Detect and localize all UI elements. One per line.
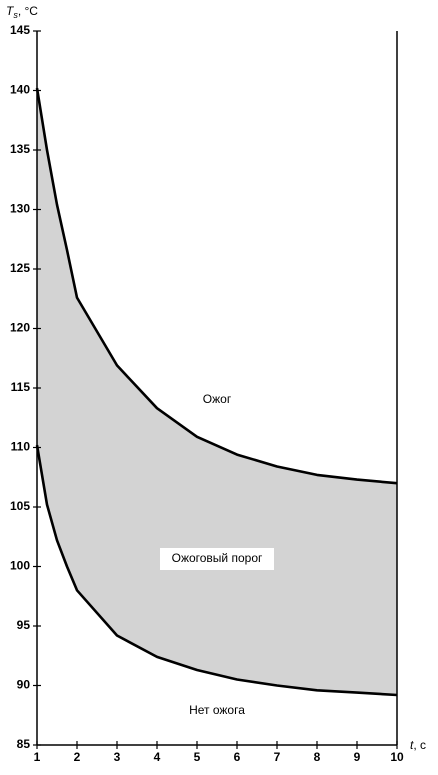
x-tick-label: 3 [114, 750, 121, 764]
x-tick-label: 1 [34, 750, 41, 764]
y-tick-label: 130 [10, 202, 30, 216]
y-tick-label: 95 [17, 618, 31, 632]
x-axis-label: t, c [410, 738, 426, 752]
x-tick-label: 6 [234, 750, 241, 764]
y-tick-label: 145 [10, 23, 30, 37]
annotation: Ожоговый порог [172, 551, 263, 565]
label-background [160, 548, 274, 570]
y-tick-label: 140 [10, 83, 30, 97]
y-tick-label: 85 [17, 737, 31, 751]
x-tick-label: 4 [154, 750, 161, 764]
y-tick-label: 100 [10, 559, 30, 573]
y-tick-label: 115 [11, 380, 31, 394]
x-tick-label: 5 [194, 750, 201, 764]
y-tick-label: 105 [10, 499, 30, 513]
annotation: Нет ожога [189, 703, 245, 717]
curve [35, 444, 398, 697]
y-axis-label: Ts, °C [6, 4, 38, 20]
y-tick-label: 135 [10, 142, 30, 156]
y-tick-label: 110 [11, 440, 31, 454]
annotation: Ожог [203, 392, 232, 406]
x-tick-label: 2 [74, 750, 81, 764]
y-tick-label: 90 [17, 678, 31, 692]
curve [35, 87, 398, 485]
x-tick-label: 9 [354, 750, 361, 764]
y-tick-label: 120 [10, 321, 30, 335]
threshold-band [37, 88, 397, 696]
x-tick-label: 8 [314, 750, 321, 764]
y-tick-label: 125 [10, 261, 30, 275]
x-tick-label: 10 [390, 750, 404, 764]
x-tick-label: 7 [274, 750, 281, 764]
